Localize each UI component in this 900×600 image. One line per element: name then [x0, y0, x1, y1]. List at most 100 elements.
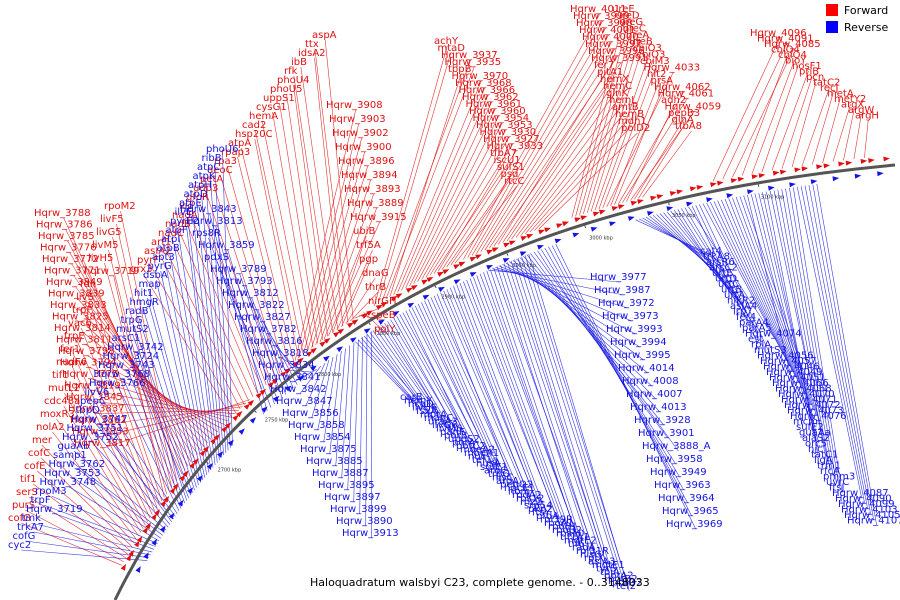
reverse-gene-label-leader	[355, 341, 414, 403]
forward-gene-label: Hqrw_3999	[573, 11, 630, 22]
reverse-gene-arrow	[135, 566, 141, 573]
forward-gene-label: moxR3	[40, 409, 75, 420]
forward-gene-label-leader	[120, 210, 177, 481]
ruler-tick-mark	[253, 409, 257, 414]
forward-gene-label-leader	[254, 138, 299, 359]
reverse-gene-arrow	[285, 385, 292, 392]
reverse-gene-label: Hqrw_3743	[98, 360, 155, 371]
forward-gene-arrow	[395, 293, 403, 299]
reverse-gene-label: hit1	[134, 288, 153, 299]
ruler-tick-mark	[667, 201, 670, 206]
reverse-gene-label-leader	[216, 261, 279, 402]
forward-gene-label: Hqrw_3837	[68, 404, 125, 415]
forward-gene-label: Hqrw_3775	[62, 369, 119, 380]
forward-gene-label-leader	[300, 66, 339, 330]
forward-gene-label: Hqrw_4011	[570, 4, 627, 15]
reverse-gene-label: Hqrw_3753	[44, 468, 101, 479]
forward-gene-arrow	[883, 156, 890, 162]
reverse-gene-label: pdxS	[204, 252, 229, 263]
forward-gene-arrow	[284, 367, 291, 374]
forward-gene-label: deoC	[207, 165, 233, 176]
forward-gene-label: cysG1	[256, 102, 287, 113]
forward-gene-label-leader	[450, 178, 511, 266]
forward-gene-label: pyrF	[137, 255, 159, 266]
reverse-gene-label: Hqrw_3899	[330, 504, 387, 515]
reverse-gene-label-leader	[446, 289, 534, 508]
forward-gene-label-leader	[626, 104, 675, 202]
legend-reverse: Reverse	[826, 21, 896, 38]
forward-gene-label-leader	[307, 151, 365, 352]
reverse-gene-label-leader	[781, 189, 834, 477]
forward-gene-label-leader	[341, 263, 370, 328]
forward-gene-label: Hqrw_3825	[52, 312, 109, 323]
reverse-gene-label: pmm3	[823, 472, 855, 483]
reverse-gene-label: Hqrw_3856	[282, 408, 339, 419]
forward-gene-label: Hqrw_4096	[750, 28, 807, 39]
forward-gene-arrow	[503, 242, 511, 248]
reverse-gene-arrow	[877, 171, 884, 177]
reverse-gene-label-leader	[353, 339, 359, 503]
reverse-gene-label: Hqrw_3995	[614, 350, 671, 361]
map-caption: Haloquadratum walsbyi C23, complete geno…	[310, 576, 650, 589]
reverse-gene-label: lrp7	[733, 307, 753, 318]
forward-gene-label: argH	[855, 111, 879, 122]
reverse-gene-label: rpoM3	[35, 486, 67, 497]
forward-gene-label: hemC	[603, 81, 632, 92]
forward-gene-label: Hqrw_4059	[665, 102, 722, 113]
forward-gene-label-leader	[529, 118, 629, 233]
forward-gene-arrow	[458, 261, 466, 267]
reverse-gene-label: Hqrw_3965	[662, 506, 719, 517]
forward-gene-label: tif1	[20, 474, 37, 485]
reverse-gene-label: rnz2	[520, 497, 542, 508]
legend: Forward Reverse	[826, 4, 896, 38]
reverse-gene-label: Hqrw_3766	[89, 378, 146, 389]
forward-gene-label: Hqrw_3954	[473, 113, 530, 124]
forward-gene-arrow	[259, 389, 267, 396]
forward-gene-label: ureA	[626, 30, 649, 41]
forward-gene-label: idsA2	[298, 48, 326, 59]
reverse-gene-label-leader	[732, 197, 811, 405]
reverse-gene-label: uppS2	[448, 434, 480, 445]
reverse-gene-arrow	[168, 512, 175, 520]
reverse-gene-label: Hqrw_3895	[318, 480, 375, 491]
reverse-gene-label-leader	[335, 348, 346, 467]
reverse-gene-label: mcm	[793, 417, 818, 428]
reverse-gene-label-leader	[131, 360, 186, 504]
reverse-gene-label: Hqrw_4056	[757, 351, 814, 362]
forward-gene-arrow	[221, 426, 228, 433]
reverse-gene-label-leader	[758, 192, 819, 444]
reverse-gene-label-leader	[473, 276, 569, 536]
ruler-tick-label: 2850 kbp	[377, 331, 401, 337]
reverse-gene-label-leader	[186, 225, 216, 466]
forward-gene-label-leader	[832, 103, 851, 162]
reverse-gene-label: atpF	[166, 225, 188, 236]
forward-gene-label: prsA	[651, 76, 674, 87]
forward-gene-label-leader	[497, 69, 608, 245]
reverse-gene-label-leader	[812, 184, 874, 521]
reverse-gene-label-leader	[323, 354, 338, 443]
reverse-gene-label: aroC	[484, 466, 507, 477]
reverse-gene-label-leader	[92, 405, 176, 517]
ruler-tick-mark	[433, 284, 437, 289]
forward-gene-arrow	[333, 331, 340, 338]
reverse-gene-label-leader	[490, 269, 586, 553]
reverse-gene-label: urtA	[724, 290, 745, 301]
forward-gene-label-leader	[771, 70, 809, 171]
reverse-gene-label-leader	[417, 303, 498, 476]
forward-gene-arrow	[172, 483, 179, 490]
forward-gene-arrow	[154, 509, 160, 516]
reverse-gene-label: uraA3	[428, 417, 458, 428]
forward-gene-label-leader	[437, 157, 507, 272]
ruler-tick-mark	[583, 224, 587, 229]
forward-gene-label: hit2	[647, 69, 666, 80]
reverse-gene-label: Hqrw_3747	[71, 414, 128, 425]
reverse-gene-arrow	[726, 193, 734, 199]
reverse-gene-arrow	[609, 221, 616, 227]
forward-gene-arrow	[442, 269, 450, 275]
forward-gene-label: cofC	[28, 448, 50, 459]
forward-gene-label-leader	[41, 444, 135, 544]
forward-gene-label: tatC2	[813, 78, 840, 89]
reverse-gene-label-leader	[500, 265, 598, 564]
forward-gene-label: rtcC	[504, 176, 525, 187]
